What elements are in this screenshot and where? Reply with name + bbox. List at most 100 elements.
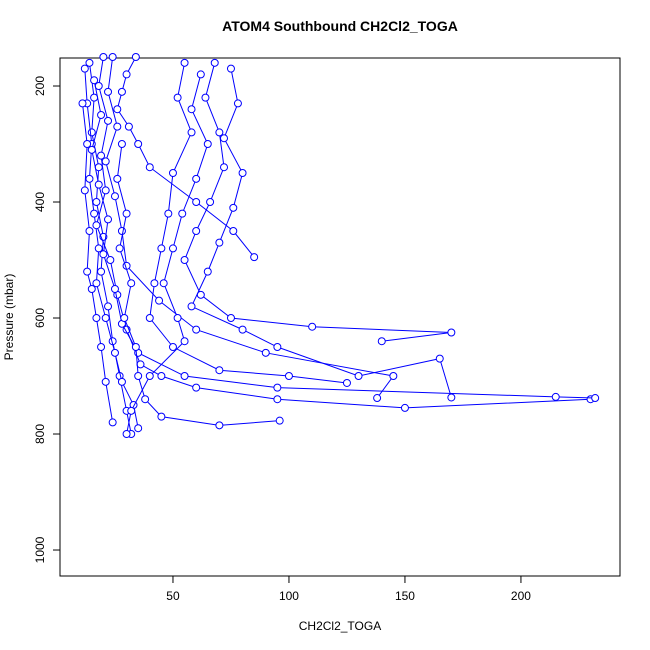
y-axis-label: Pressure (mbar) — [2, 274, 16, 361]
data-point — [342, 378, 351, 387]
data-point — [168, 169, 177, 178]
data-point — [400, 403, 409, 412]
data-point — [97, 343, 106, 352]
data-point — [196, 70, 205, 79]
data-point — [106, 256, 115, 265]
data-point — [284, 372, 293, 381]
data-point — [113, 174, 122, 183]
data-point — [229, 227, 238, 236]
data-point — [117, 87, 126, 96]
data-point — [136, 360, 145, 369]
chart-title: ATOM4 Southbound CH2Cl2_TOGA — [222, 18, 458, 34]
data-point — [80, 64, 89, 73]
y-tick-label: 1000 — [33, 536, 47, 563]
x-tick-label: 100 — [279, 589, 299, 603]
data-point — [192, 383, 201, 392]
data-point — [206, 198, 215, 207]
data-point — [90, 93, 99, 102]
data-point — [377, 337, 386, 346]
data-point — [117, 140, 126, 149]
data-point — [127, 279, 136, 288]
data-point — [435, 354, 444, 363]
data-point — [180, 372, 189, 381]
data-point — [104, 87, 113, 96]
data-point — [83, 267, 92, 276]
data-point — [226, 314, 235, 323]
data-point — [122, 209, 131, 218]
data-point — [108, 53, 117, 62]
x-axis-label: CH2Cl2_TOGA — [299, 619, 381, 633]
profile-line — [82, 103, 114, 423]
data-point — [173, 314, 182, 323]
data-point — [238, 325, 247, 334]
data-point — [168, 244, 177, 253]
data-point — [80, 186, 89, 195]
data-point — [187, 128, 196, 137]
profile-line — [184, 62, 452, 342]
data-point — [101, 186, 110, 195]
data-point — [150, 279, 159, 288]
data-point — [180, 337, 189, 346]
profile-line — [149, 62, 348, 384]
data-point — [308, 322, 317, 331]
data-point — [87, 145, 96, 154]
data-point — [215, 128, 224, 137]
data-point — [389, 372, 398, 381]
data-point — [117, 377, 126, 386]
x-tick-label: 50 — [166, 589, 180, 603]
profile-line — [84, 68, 139, 429]
y-tick-label: 800 — [33, 424, 47, 444]
data-point — [101, 377, 110, 386]
data-point — [215, 421, 224, 430]
data-point — [447, 393, 456, 402]
data-point — [92, 314, 101, 323]
data-point — [187, 105, 196, 114]
data-point — [120, 314, 129, 323]
data-point — [92, 198, 101, 207]
profile-line — [91, 80, 596, 399]
data-point — [134, 140, 143, 149]
data-point — [85, 227, 94, 236]
data-point — [110, 285, 119, 294]
data-point — [203, 140, 212, 149]
data-point — [113, 105, 122, 114]
data-point — [78, 99, 87, 108]
data-point — [101, 314, 110, 323]
data-point — [87, 128, 96, 137]
profile-line — [126, 74, 209, 435]
data-point — [238, 169, 247, 178]
data-point — [92, 279, 101, 288]
data-point — [134, 424, 143, 433]
profile-line — [116, 56, 255, 258]
plot-frame — [59, 57, 621, 577]
data-point — [159, 279, 168, 288]
data-point — [97, 111, 106, 120]
data-point — [192, 325, 201, 334]
data-point — [180, 58, 189, 67]
data-point — [104, 215, 113, 224]
data-point — [145, 163, 154, 172]
data-point — [108, 418, 117, 427]
data-point — [97, 151, 106, 160]
data-point — [192, 227, 201, 236]
data-point — [83, 140, 92, 149]
data-point — [157, 412, 166, 421]
profile-line — [116, 143, 280, 426]
data-point — [99, 53, 108, 62]
data-point — [275, 416, 284, 425]
data-point — [201, 93, 210, 102]
data-point — [90, 76, 99, 85]
y-tick-label: 400 — [33, 192, 47, 212]
data-point — [104, 302, 113, 311]
data-point — [115, 244, 124, 253]
data-point — [273, 383, 282, 392]
x-tick-label: 200 — [511, 589, 531, 603]
data-point — [203, 267, 212, 276]
data-point — [157, 244, 166, 253]
data-point — [145, 372, 154, 381]
data-point — [94, 244, 103, 253]
data-point — [220, 163, 229, 172]
data-point — [85, 58, 94, 67]
data-point — [92, 221, 101, 230]
data-point — [226, 64, 235, 73]
